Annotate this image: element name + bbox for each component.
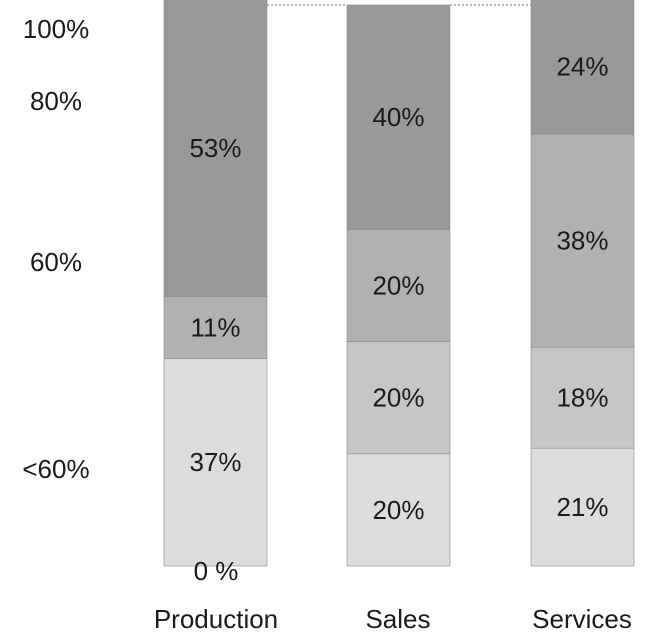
segment-label-production-2: 11%: [190, 313, 240, 343]
segment-label-sales-1: 20%: [372, 383, 424, 413]
bar-segment-services-2: [530, 133, 635, 348]
segment-label-services-1: 18%: [556, 383, 608, 413]
category-labels: Production Sales Services: [154, 604, 632, 634]
segment-label-services-2: 38%: [556, 226, 608, 256]
segment-labels: 37% 11% 53% 20% 20% 20% 40% 21% 18% 38% 24%: [189, 52, 608, 525]
bar-segment-services-0: [530, 447, 635, 567]
bar-segment-services-3: [530, 0, 635, 135]
bar-segment-services-1: [530, 346, 635, 449]
left-axis-labels: 100% 80% 60% <60%: [22, 14, 89, 484]
left-label-below-60: <60%: [22, 454, 89, 484]
segment-label-services-0: 21%: [556, 492, 608, 522]
bar-segment-production-2: [163, 296, 268, 359]
segment-label-production-3: 53%: [189, 133, 241, 163]
category-label-services: Services: [532, 604, 632, 634]
left-label-80: 80%: [30, 86, 82, 116]
bar-segment-sales-1: [346, 341, 451, 455]
category-label-sales: Sales: [365, 604, 430, 634]
category-label-production: Production: [154, 604, 278, 634]
zero-label: 0 %: [194, 556, 239, 586]
segment-label-sales-2: 20%: [372, 271, 424, 301]
bar-segments: [163, 0, 635, 567]
segment-label-sales-0: 20%: [372, 495, 424, 525]
bar-segment-sales-2: [346, 229, 451, 342]
segment-label-production-0: 37%: [189, 447, 241, 477]
bar-segment-production-3: [163, 0, 268, 298]
segment-label-services-3: 24%: [556, 52, 608, 82]
bar-segment-sales-0: [346, 453, 451, 567]
bar-segment-sales-3: [346, 4, 451, 230]
left-label-100: 100%: [23, 14, 90, 44]
left-label-60: 60%: [30, 247, 82, 277]
segment-label-sales-3: 40%: [372, 102, 424, 132]
